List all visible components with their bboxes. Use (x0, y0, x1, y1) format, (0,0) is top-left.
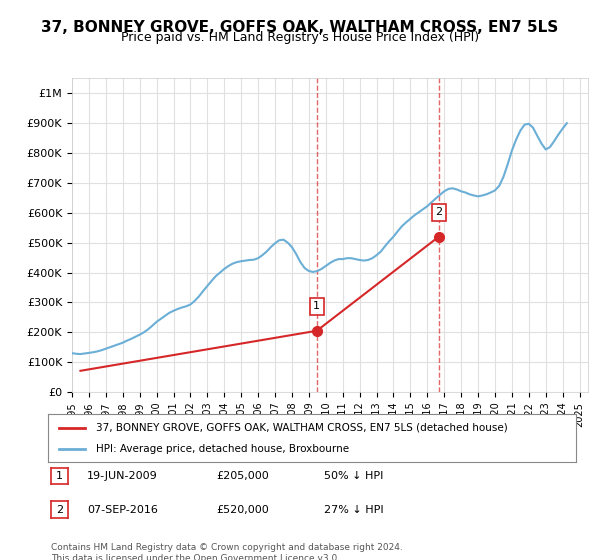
Text: 27% ↓ HPI: 27% ↓ HPI (324, 505, 383, 515)
Text: 1: 1 (313, 301, 320, 311)
Text: Price paid vs. HM Land Registry's House Price Index (HPI): Price paid vs. HM Land Registry's House … (121, 31, 479, 44)
Text: 37, BONNEY GROVE, GOFFS OAK, WALTHAM CROSS, EN7 5LS: 37, BONNEY GROVE, GOFFS OAK, WALTHAM CRO… (41, 20, 559, 35)
Text: 50% ↓ HPI: 50% ↓ HPI (324, 471, 383, 481)
Text: 2: 2 (56, 505, 63, 515)
Text: 07-SEP-2016: 07-SEP-2016 (87, 505, 158, 515)
Text: 2: 2 (435, 207, 442, 217)
Text: £520,000: £520,000 (216, 505, 269, 515)
Text: 19-JUN-2009: 19-JUN-2009 (87, 471, 158, 481)
Text: Contains HM Land Registry data © Crown copyright and database right 2024.
This d: Contains HM Land Registry data © Crown c… (51, 543, 403, 560)
Text: 1: 1 (56, 471, 63, 481)
Text: £205,000: £205,000 (216, 471, 269, 481)
Text: HPI: Average price, detached house, Broxbourne: HPI: Average price, detached house, Brox… (95, 444, 349, 454)
Text: 37, BONNEY GROVE, GOFFS OAK, WALTHAM CROSS, EN7 5LS (detached house): 37, BONNEY GROVE, GOFFS OAK, WALTHAM CRO… (95, 423, 507, 433)
